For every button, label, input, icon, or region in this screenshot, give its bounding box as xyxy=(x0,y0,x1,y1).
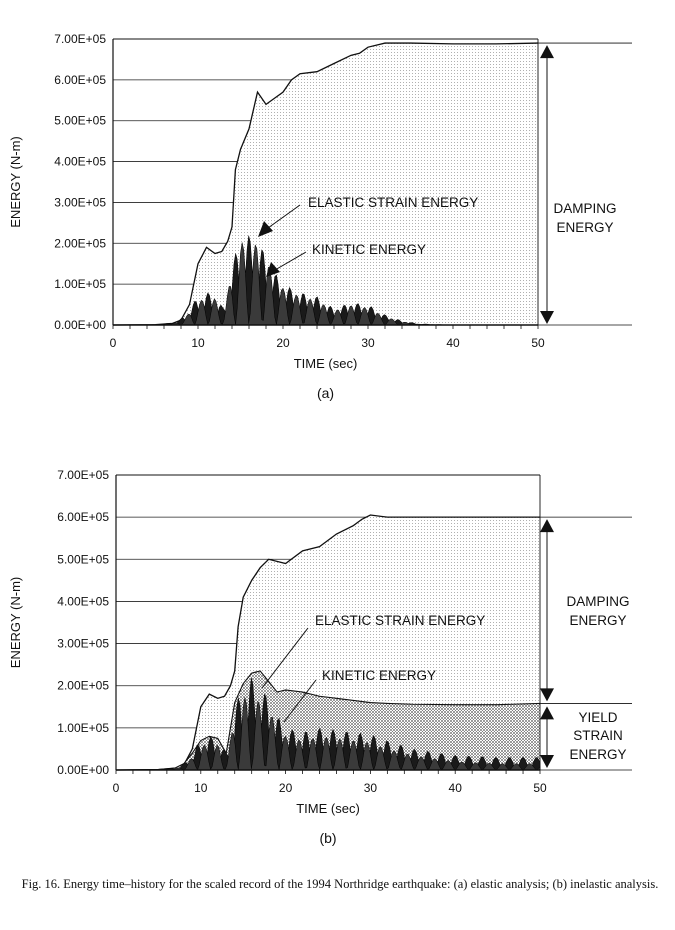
damping-label-line2: ENERGY xyxy=(569,613,626,628)
x-tick-label: 30 xyxy=(364,781,378,795)
x-tick-label: 0 xyxy=(110,336,117,350)
figure-caption: Fig. 16. Energy time–history for the sca… xyxy=(21,877,659,891)
x-axis-label: TIME (sec) xyxy=(294,356,358,371)
x-tick-label: 50 xyxy=(531,336,545,350)
series-yield-line xyxy=(115,670,541,771)
y-tick-label: 7.00E+05 xyxy=(57,468,109,482)
x-tick-label: 20 xyxy=(279,781,293,795)
x-tick-label: 20 xyxy=(276,336,290,350)
series-total-line xyxy=(112,42,539,326)
series-yield-area xyxy=(116,670,540,770)
x-tick-label: 30 xyxy=(361,336,375,350)
y-tick-label: 0.00E+00 xyxy=(54,318,106,332)
panel-label: (b) xyxy=(319,830,336,846)
kinetic-label: KINETIC ENERGY xyxy=(322,668,436,683)
y-tick-label: 7.00E+05 xyxy=(54,32,106,46)
y-tick-label: 1.00E+05 xyxy=(57,721,109,735)
chart-b-inelastic-analysis: 0.00E+00 1.00E+05 2.00E+05 3.00E+05 4.00E+05… xyxy=(8,468,632,846)
kinetic-leader-head xyxy=(266,262,280,277)
y-tick-label: 5.00E+05 xyxy=(57,552,109,566)
elastic-leader xyxy=(267,204,301,229)
y-tick-label: 6.00E+05 xyxy=(54,73,106,87)
x-tick-label: 10 xyxy=(194,781,208,795)
damping-label-line1: DAMPING xyxy=(566,594,629,609)
yield-label-line2: STRAIN xyxy=(573,728,623,743)
y-tick-label: 2.00E+05 xyxy=(57,679,109,693)
chart-a-elastic-analysis: 0.00E+00 1.00E+05 2.00E+05 3.00E+05 4.00E+05… xyxy=(8,32,632,401)
y-axis-label: ENERGY (N-m) xyxy=(8,577,23,668)
elastic-leader xyxy=(261,627,309,689)
x-tick-label: 0 xyxy=(113,781,120,795)
x-tick-label: 40 xyxy=(446,336,460,350)
y-tick-label: 6.00E+05 xyxy=(57,510,109,524)
series-kinetic-area xyxy=(116,697,541,771)
y-tick-label: 1.00E+05 xyxy=(54,277,106,291)
damping-label-line2: ENERGY xyxy=(556,220,613,235)
y-tick-label: 4.00E+05 xyxy=(54,155,106,169)
x-tick-label: 50 xyxy=(533,781,547,795)
y-tick-label: 4.00E+05 xyxy=(57,594,109,608)
x-axis-label: TIME (sec) xyxy=(296,801,360,816)
elastic-leader-head xyxy=(258,221,273,237)
damping-arrow-up xyxy=(540,45,554,59)
y-axis-label: ENERGY (N-m) xyxy=(8,136,23,227)
kinetic-label: KINETIC ENERGY xyxy=(312,242,426,257)
yield-arrow-up xyxy=(540,706,554,720)
x-tick-label: 10 xyxy=(191,336,205,350)
series-total-line xyxy=(115,514,540,771)
y-tick-label: 2.00E+05 xyxy=(54,236,106,250)
x-tick-label: 40 xyxy=(449,781,463,795)
kinetic-leader xyxy=(274,251,307,271)
energy-charts: 0.00E+00 1.00E+05 2.00E+05 3.00E+05 4.00E+05… xyxy=(8,32,632,846)
damping-arrow-up xyxy=(540,519,554,533)
yield-arrow-down xyxy=(540,755,554,768)
series-elastic-area xyxy=(115,677,541,771)
yield-label-line3: ENERGY xyxy=(569,747,626,762)
damping-label-line1: DAMPING xyxy=(553,201,616,216)
series-total-area xyxy=(113,43,538,325)
y-tick-label: 0.00E+00 xyxy=(57,763,109,777)
damping-arrow-down xyxy=(540,311,554,324)
y-tick-label: 3.00E+05 xyxy=(54,195,106,209)
kinetic-leader xyxy=(283,679,317,723)
yield-label-line1: YIELD xyxy=(578,710,617,725)
y-tick-label: 5.00E+05 xyxy=(54,114,106,128)
panel-label: (a) xyxy=(317,385,334,401)
damping-arrow-down xyxy=(540,688,554,702)
elastic-label: ELASTIC STRAIN ENERGY xyxy=(308,195,478,210)
y-tick-label: 3.00E+05 xyxy=(57,637,109,651)
elastic-label: ELASTIC STRAIN ENERGY xyxy=(315,613,485,628)
